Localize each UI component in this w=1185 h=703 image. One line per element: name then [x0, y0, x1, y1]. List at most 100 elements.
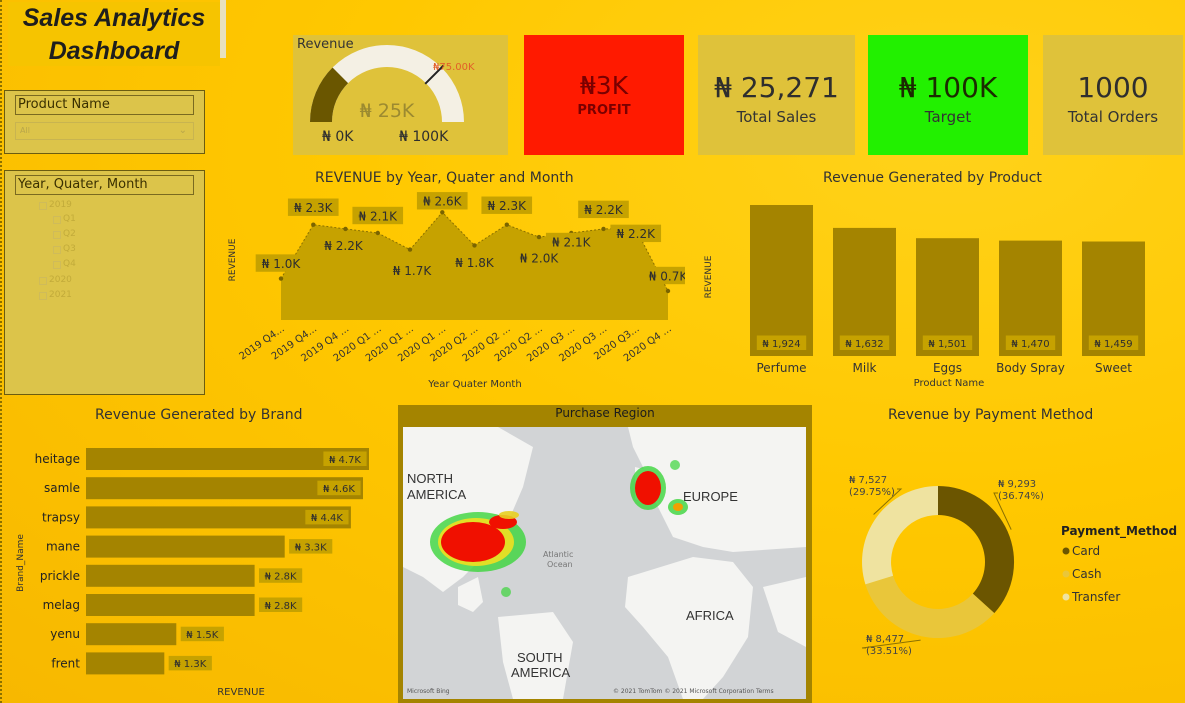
total-orders-card[interactable]: 1000 Total Orders: [1043, 35, 1183, 155]
y-axis-title: REVENUE: [228, 238, 238, 281]
legend-item-cash: Cash: [1072, 567, 1102, 581]
total-sales-card[interactable]: ₦ 25,271 Total Sales: [698, 35, 855, 155]
tree-checkbox[interactable]: [39, 292, 47, 300]
brand-bar: [86, 594, 255, 616]
revenue-gauge: ₦ 25K ₦ 0K ₦ 100K ₦75.00K: [309, 45, 475, 145]
data-point: [536, 234, 542, 240]
tree-checkbox[interactable]: [39, 277, 47, 285]
map-label-europe: EUROPE: [683, 489, 738, 504]
data-label: ₦ 2.3K: [294, 201, 334, 215]
brand-bar-label: ₦ 2.8K: [265, 601, 297, 612]
map-label-ocean: Ocean: [547, 560, 573, 569]
brand-bar-label: ₦ 4.6K: [323, 484, 355, 495]
data-label-bg: [642, 266, 685, 285]
brand-bar: [86, 477, 363, 500]
data-label-bg: [386, 261, 438, 279]
heat-region-red: [441, 522, 505, 562]
brand-bar-label-bg: [258, 568, 303, 583]
product-name-slicer[interactable]: Product Name All ⌄: [4, 90, 205, 154]
donut-leader-line: [861, 639, 921, 649]
data-label-bg: [481, 196, 533, 214]
data-label-bg: [318, 236, 369, 255]
x-axis-title: Year Quater Month: [427, 379, 521, 390]
gauge-max: ₦ 100K: [399, 129, 449, 145]
data-label: ₦ 2.3K: [488, 199, 528, 213]
product-bar-label: ₦ 1,470: [1011, 339, 1049, 350]
data-label: ₦ 2.2K: [324, 239, 364, 253]
central-america-landmass: [458, 577, 483, 612]
brand-bar-label: ₦ 2.8K: [265, 572, 297, 583]
legend-marker: [1062, 570, 1070, 578]
purchase-region-map-visual[interactable]: Purchase Region NORTH AMERICA EUROPE Atl…: [398, 405, 812, 703]
profit-card[interactable]: ₦3K PROFIT: [524, 35, 684, 155]
area-chart-title: REVENUE by Year, Quater and Month: [315, 170, 574, 186]
africa-landmass: [625, 557, 753, 699]
map-canvas: NORTH AMERICA EUROPE Atlantic Ocean AFRI…: [403, 427, 806, 699]
data-point: [601, 226, 606, 232]
tree-checkbox[interactable]: [53, 231, 61, 239]
product-slicer-header: Product Name: [15, 95, 194, 115]
tree-checkbox[interactable]: [53, 216, 61, 224]
x-axis-title: Product Name: [914, 378, 985, 389]
brand-category-label: mane: [46, 540, 80, 554]
brand-bar-label-bg: [305, 509, 349, 525]
target-card[interactable]: ₦ 100K Target: [868, 35, 1028, 155]
product-bar-label-bg: [922, 335, 973, 350]
gauge-min: ₦ 0K: [322, 129, 354, 145]
date-slicer-header: Year, Quater, Month: [15, 175, 194, 195]
donut-percent-label: (36.74%): [998, 491, 1044, 502]
purchase-region-map[interactable]: NORTH AMERICA EUROPE Atlantic Ocean AFRI…: [403, 427, 806, 699]
tree-item-2020[interactable]: 2020: [49, 275, 72, 285]
tree-item-q3[interactable]: Q3: [63, 244, 76, 254]
data-label-bg: [287, 198, 339, 216]
tree-item-q1[interactable]: Q1: [63, 214, 76, 224]
data-point: [278, 276, 284, 281]
revenue-gauge-card[interactable]: Revenue ₦ 25K ₦ 0K ₦ 100K ₦75.00K: [293, 35, 508, 155]
tree-item-2021[interactable]: 2021: [49, 290, 72, 300]
legend-title: Payment_Method: [1061, 524, 1177, 539]
data-point: [343, 226, 348, 232]
south-america-landmass: [498, 612, 573, 699]
data-label-bg: [416, 192, 468, 210]
chevron-down-icon[interactable]: ⌄: [178, 125, 187, 136]
profit-label: PROFIT: [577, 103, 631, 118]
map-attribution[interactable]: © 2021 TomTom © 2021 Microsoft Corporati…: [613, 688, 774, 695]
brand-bar-chart[interactable]: heitage ₦ 4.7K samle ₦ 4.6K trapsy ₦ 4.4K mane…: [5, 423, 400, 703]
revenue-area-chart[interactable]: ₦ 1.0K ₦ 2.3K ₦ 2.2K ₦ 2.1K ₦ 1.7K ₦ 2.6K ₦ 1.…: [225, 190, 685, 415]
data-point: [407, 247, 413, 252]
product-bar-label-bg: [756, 335, 807, 350]
date-hierarchy-slicer[interactable]: Year, Quater, Month 2019 Q1 Q2 Q3 Q4 202…: [4, 170, 205, 395]
data-point: [440, 210, 445, 215]
brand-category-label: trapsy: [42, 510, 80, 524]
gauge-fill: [309, 67, 349, 123]
brand-bar-label-bg: [180, 626, 224, 642]
profit-value: ₦3K: [579, 71, 629, 100]
map-label-africa: AFRICA: [686, 608, 734, 623]
tree-item-q2[interactable]: Q2: [63, 229, 76, 239]
product-dropdown-value: All: [20, 126, 30, 135]
x-axis-title: REVENUE: [217, 687, 265, 698]
tree-checkbox[interactable]: [53, 261, 61, 269]
dashboard-title-line1: Sales Analytics: [22, 4, 206, 32]
product-bar: [750, 205, 813, 356]
product-bar-chart[interactable]: ₦ 1,924 Perfume ₦ 1,632 Milk ₦ 1,501 Eggs ₦ 1,…: [700, 180, 1160, 395]
total-orders-label: Total Orders: [1067, 108, 1159, 126]
donut-percent-label: (33.51%): [866, 646, 912, 657]
brand-bar: [86, 652, 165, 675]
dashboard-title-line2: Dashboard: [48, 37, 180, 65]
data-point: [472, 243, 477, 248]
data-label: ₦ 1.7K: [393, 264, 433, 278]
brand-bar-label-bg: [168, 655, 212, 671]
tree-checkbox[interactable]: [39, 202, 47, 210]
brand-bar-label-bg: [289, 539, 333, 554]
brand-bar-label: ₦ 1.3K: [174, 659, 206, 670]
tree-item-2019[interactable]: 2019: [49, 200, 72, 210]
product-dropdown[interactable]: All ⌄: [15, 122, 194, 140]
payment-donut-chart[interactable]: ₦ 9,293(36.74%) ₦ 8,477(33.51%) ₦ 7,527(29…: [812, 425, 1182, 695]
heat-region-yellow: [499, 511, 519, 519]
legend-item-transfer: Transfer: [1071, 590, 1120, 604]
tree-item-q4[interactable]: Q4: [63, 259, 76, 269]
brand-bar: [86, 623, 177, 646]
tree-checkbox[interactable]: [53, 246, 61, 254]
data-label-bg: [513, 248, 565, 267]
